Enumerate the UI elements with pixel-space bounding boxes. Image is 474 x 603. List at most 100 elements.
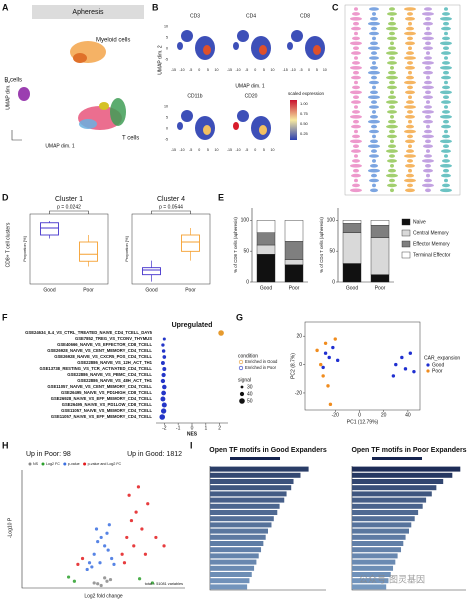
violin [407, 36, 413, 41]
y-tick-label: 0 [299, 362, 302, 368]
bracket [151, 210, 191, 214]
point [76, 562, 80, 567]
violin [441, 26, 451, 31]
axis-label: UMAP dim. 2 [5, 80, 11, 110]
violin [352, 61, 360, 65]
violin [351, 75, 361, 80]
violin [440, 115, 452, 119]
violin [354, 154, 358, 158]
violin [386, 51, 398, 55]
x-tick-label: 0 [358, 412, 361, 418]
violin [425, 66, 431, 70]
violin [404, 105, 416, 109]
bar-segment [284, 220, 304, 242]
violin [408, 21, 412, 26]
annotation: Up in Good: 1812 [127, 451, 182, 458]
size-legend-marker [239, 391, 245, 397]
violin [354, 105, 358, 109]
x-tick-label: Poor [83, 287, 94, 293]
violin [405, 66, 415, 70]
annotation: B cells [4, 78, 22, 84]
violin [440, 66, 452, 70]
point [112, 562, 116, 567]
violin [444, 56, 448, 60]
violin [444, 31, 448, 36]
violin [442, 85, 450, 90]
violin [423, 168, 433, 173]
axis-label: % of CD8 T cells (apheresis) [233, 217, 238, 273]
plot-frame [304, 321, 421, 411]
violin [387, 36, 397, 41]
bar [210, 534, 266, 540]
violin [354, 7, 358, 11]
bar-segment [370, 220, 390, 226]
legend-label: Central Memory [413, 230, 449, 236]
title-band [32, 5, 144, 19]
violin [425, 90, 431, 95]
x-tick-label: 10 [271, 148, 275, 152]
legend-swatch [401, 229, 411, 237]
violin [352, 183, 360, 188]
violin [422, 110, 434, 114]
axis-label: % of CD4 T cells (apheresis) [319, 217, 324, 273]
x-tick-label: 10 [215, 148, 219, 152]
violin [407, 183, 413, 188]
watermark: 公众号·图灵基因 [359, 573, 425, 584]
y-tick-label: GSE26495_NAIVE_VS_PD1LOW_CD8_TCELL [62, 402, 153, 407]
y-tick-label: GSE13738_RESTING_VS_TCR_ACTIVATED_CD4_TC… [40, 366, 153, 371]
point [99, 535, 103, 540]
violin [444, 105, 448, 109]
plot-frame [29, 213, 109, 285]
violin [351, 26, 361, 31]
colorbar-tick-label: 0.25 [300, 131, 309, 136]
panel-label: F [2, 312, 8, 322]
violin [444, 154, 448, 158]
bar [210, 479, 294, 484]
violin [369, 178, 379, 183]
axis-label: -Log10 P [7, 517, 13, 538]
point [162, 544, 166, 548]
violin [368, 168, 380, 173]
x-tick-label: -5 [189, 148, 192, 152]
subplot-title: Open TF motifs in Poor Expanders [351, 447, 466, 454]
panel-label: I [190, 440, 193, 450]
violin [371, 100, 377, 104]
panel-label: H [2, 440, 9, 450]
point [136, 485, 141, 489]
violin [442, 183, 450, 188]
violin [390, 115, 394, 119]
violin [387, 12, 397, 16]
dot [162, 355, 167, 359]
violin [370, 41, 378, 46]
point [146, 502, 150, 506]
p-value: p = 0.0544 [159, 204, 183, 210]
legend-title: CAR_expansion [424, 355, 460, 361]
panel-label: C [332, 2, 339, 12]
x-tick-label: 0 [308, 68, 310, 72]
x-tick-label: -1 [176, 425, 181, 431]
x-tick-label: 0 [198, 68, 200, 72]
bar-segment [284, 264, 304, 283]
point [319, 362, 323, 367]
point [408, 351, 413, 355]
bar [352, 472, 453, 478]
violin [405, 164, 415, 168]
violin [353, 95, 359, 99]
point [323, 341, 328, 345]
violin [441, 173, 451, 178]
point [103, 544, 107, 548]
violin [408, 168, 412, 173]
violin [408, 144, 412, 148]
umap-blob [181, 30, 193, 42]
violin [371, 75, 377, 80]
violin [423, 119, 433, 124]
violin [369, 154, 379, 158]
violin [387, 134, 397, 139]
violin [388, 21, 396, 26]
dot [160, 361, 165, 365]
x-tick-label: Poor [375, 285, 386, 291]
x-tick-label: 5 [207, 148, 209, 152]
point [129, 518, 134, 523]
panel-label: B [152, 2, 159, 12]
point [134, 510, 138, 514]
